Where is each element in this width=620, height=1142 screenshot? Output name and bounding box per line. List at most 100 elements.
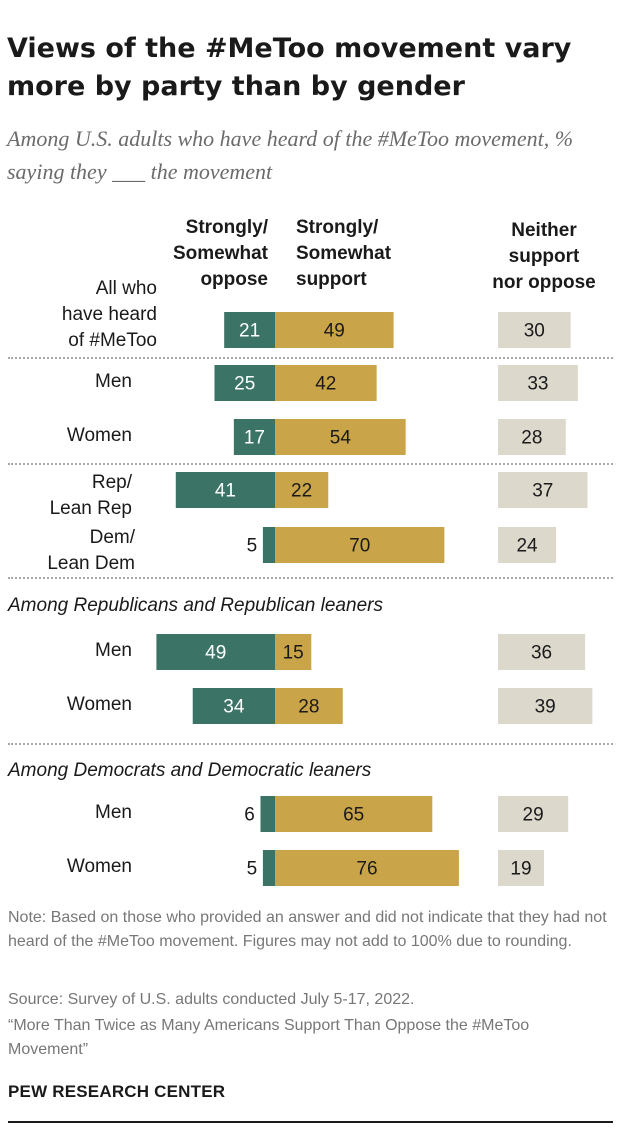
row-label-line: Men bbox=[95, 802, 132, 823]
neither-value-label: 39 bbox=[535, 697, 556, 718]
column-header-neither: Neither support nor oppose bbox=[479, 218, 609, 296]
neither-bar bbox=[498, 850, 544, 886]
oppose-bar bbox=[214, 365, 275, 401]
column-header-oppose-line: oppose bbox=[200, 269, 268, 290]
chart-title: Views of the #MeToo movement vary more b… bbox=[7, 33, 572, 102]
support-bar bbox=[275, 419, 406, 455]
row-label-line: of #MeToo bbox=[68, 330, 157, 351]
support-value-label: 70 bbox=[349, 536, 370, 557]
support-value-label: 42 bbox=[315, 374, 336, 395]
column-header-support: Strongly/ Somewhat support bbox=[296, 215, 426, 293]
oppose-bar bbox=[175, 472, 275, 508]
column-header-neither-line: support bbox=[508, 246, 580, 267]
support-bar bbox=[275, 688, 343, 724]
oppose-bar bbox=[260, 796, 275, 832]
oppose-bar bbox=[262, 850, 275, 886]
bar-chart: 21 49 30 25 42 33 17 54 28 41 22 37 5 70 24 49 15 36 34 28 3… bbox=[156, 312, 593, 886]
section-divider bbox=[8, 743, 613, 745]
support-value-label: 76 bbox=[356, 859, 377, 880]
neither-bar bbox=[498, 312, 571, 348]
neither-bar bbox=[498, 365, 578, 401]
oppose-bar bbox=[192, 688, 275, 724]
oppose-value-label: 25 bbox=[234, 374, 255, 395]
column-header-support-line: Somewhat bbox=[296, 243, 392, 264]
support-value-label: 22 bbox=[291, 481, 312, 502]
row-label-line: Men bbox=[95, 640, 132, 661]
neither-bar bbox=[498, 472, 588, 508]
oppose-value-label: 6 bbox=[244, 805, 255, 826]
neither-bar bbox=[498, 634, 586, 670]
neither-value-label: 24 bbox=[516, 536, 538, 557]
support-value-label: 49 bbox=[324, 321, 345, 342]
support-bar bbox=[275, 472, 329, 508]
oppose-value-label: 49 bbox=[205, 643, 226, 664]
chart-subtitle: Among U.S. adults who have heard of the … bbox=[7, 126, 574, 184]
row-label-line: Lean Dem bbox=[47, 553, 135, 574]
oppose-bar bbox=[233, 419, 275, 455]
oppose-bar bbox=[262, 527, 275, 563]
row-label-rep-lean-rep: Rep/ Lean Rep bbox=[0, 470, 132, 522]
row-label-rep-women: Women bbox=[0, 692, 132, 718]
report-title: “More Than Twice as Many Americans Suppo… bbox=[8, 1017, 530, 1058]
support-value-label: 65 bbox=[343, 805, 364, 826]
neither-value-label: 19 bbox=[510, 859, 531, 880]
oppose-value-label: 34 bbox=[223, 697, 245, 718]
row-label-line: All who bbox=[95, 278, 157, 299]
chart-note: Note: Based on those who provided an ans… bbox=[8, 909, 607, 950]
row-label-rep-men: Men bbox=[0, 638, 132, 664]
row-label-women: Women bbox=[0, 423, 132, 449]
row-label-line: Women bbox=[66, 694, 132, 715]
oppose-bar bbox=[224, 312, 275, 348]
column-header-neither-line: Neither bbox=[511, 220, 577, 241]
row-label-line: Rep/ bbox=[91, 472, 132, 493]
neither-bar bbox=[498, 796, 569, 832]
neither-value-label: 28 bbox=[521, 428, 542, 449]
row-label-line: Lean Rep bbox=[49, 498, 132, 519]
neither-value-label: 33 bbox=[527, 374, 548, 395]
column-header-oppose-line: Somewhat bbox=[172, 243, 268, 264]
column-header-support-line: Strongly/ bbox=[296, 217, 379, 238]
group-label-republicans: Among Republicans and Republican leaners bbox=[8, 595, 383, 616]
group-label-democrats: Among Democrats and Democratic leaners bbox=[8, 760, 372, 781]
support-bar bbox=[275, 796, 433, 832]
bottom-rule bbox=[8, 1121, 613, 1123]
oppose-value-label: 17 bbox=[244, 428, 265, 449]
neither-value-label: 37 bbox=[532, 481, 553, 502]
oppose-value-label: 5 bbox=[247, 859, 258, 880]
neither-bar bbox=[498, 419, 566, 455]
section-divider bbox=[8, 577, 613, 579]
section-divider bbox=[8, 463, 613, 465]
oppose-value-label: 41 bbox=[215, 481, 236, 502]
row-label-men: Men bbox=[0, 369, 132, 395]
column-header-support-line: support bbox=[296, 269, 367, 290]
chart-source: Source: Survey of U.S. adults conducted … bbox=[8, 991, 415, 1008]
support-bar bbox=[275, 312, 394, 348]
neither-value-label: 29 bbox=[523, 805, 544, 826]
oppose-value-label: 21 bbox=[239, 321, 260, 342]
row-label-line: Women bbox=[66, 425, 132, 446]
support-bar bbox=[275, 634, 312, 670]
row-label-dem-men: Men bbox=[0, 800, 132, 826]
publisher-logo-text: PEW RESEARCH CENTER bbox=[8, 1082, 226, 1101]
neither-bar bbox=[498, 688, 593, 724]
support-bar bbox=[275, 365, 377, 401]
oppose-bar bbox=[156, 634, 275, 670]
neither-bar bbox=[498, 527, 557, 563]
row-label-line: Women bbox=[66, 856, 132, 877]
neither-value-label: 30 bbox=[524, 321, 545, 342]
support-value-label: 15 bbox=[283, 643, 304, 664]
support-value-label: 28 bbox=[298, 697, 319, 718]
neither-value-label: 36 bbox=[531, 643, 552, 664]
support-value-label: 54 bbox=[330, 428, 352, 449]
row-label-line: Men bbox=[95, 371, 132, 392]
row-label-line: have heard bbox=[61, 304, 157, 325]
row-label-dem-lean-dem: Dem/ Lean Dem bbox=[0, 525, 135, 577]
column-header-oppose: Strongly/ Somewhat oppose bbox=[150, 215, 268, 293]
column-header-neither-line: nor oppose bbox=[492, 272, 596, 293]
section-divider bbox=[8, 357, 613, 359]
row-label-dem-women: Women bbox=[0, 854, 132, 880]
row-label-all: All who have heard of #MeToo bbox=[7, 276, 157, 354]
oppose-value-label: 5 bbox=[247, 536, 258, 557]
column-header-oppose-line: Strongly/ bbox=[185, 217, 268, 238]
support-bar bbox=[275, 527, 445, 563]
